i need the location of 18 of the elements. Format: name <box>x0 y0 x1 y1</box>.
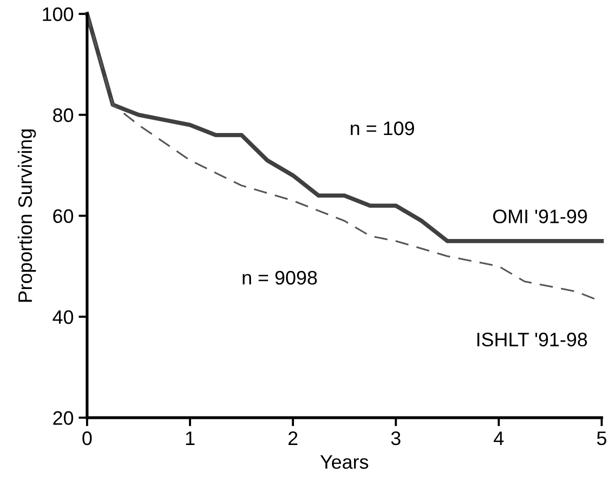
y-tick-label: 100 <box>42 7 74 22</box>
series-label: ISHLT '91-98 <box>477 332 587 346</box>
series-label: OMI '91-99 <box>493 210 587 224</box>
line-series <box>85 12 604 244</box>
annotation: n = 9098 <box>242 270 317 285</box>
y-tick-label: 20 <box>53 411 74 425</box>
y-tick-label: 60 <box>53 209 74 224</box>
annotation: n = 109 <box>350 121 414 136</box>
y-tick-label: 80 <box>53 108 74 122</box>
y-axis-title: Proportion Surviving <box>18 129 36 302</box>
x-tick-label: 2 <box>288 431 298 445</box>
y-tick-label: 40 <box>52 310 74 324</box>
x-tick-label: 4 <box>494 432 504 445</box>
x-tick-label: 1 <box>186 432 194 445</box>
x-tick-label: 3 <box>391 431 400 446</box>
x-tick-label: 5 <box>597 432 606 446</box>
x-tick-label: 0 <box>82 431 92 446</box>
x-axis-title: Years <box>320 455 368 469</box>
